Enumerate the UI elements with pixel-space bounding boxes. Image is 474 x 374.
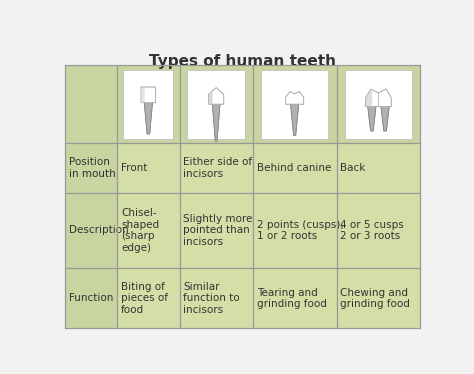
Bar [261,70,328,139]
Bar [345,70,412,139]
Bar [117,65,180,143]
Text: Similar
function to
incisors: Similar function to incisors [183,282,240,315]
Text: Premolar: Premolar [264,98,325,111]
Text: 4 or 5 cusps
2 or 3 roots: 4 or 5 cusps 2 or 3 roots [340,220,404,241]
Bar [123,70,173,139]
Bar [180,65,253,143]
Text: Front: Front [121,163,147,173]
Bar [337,143,420,193]
Text: Chisel-
shaped
(sharp
edge): Chisel- shaped (sharp edge) [121,208,159,253]
Polygon shape [141,87,145,102]
Bar [180,269,253,328]
Bar [65,65,117,143]
Polygon shape [381,105,389,131]
Bar [253,143,337,193]
Polygon shape [144,101,153,134]
Bar [180,193,253,269]
Bar [253,269,337,328]
Polygon shape [366,89,391,107]
Polygon shape [209,88,224,104]
Text: Biting of
pieces of
food: Biting of pieces of food [121,282,168,315]
Polygon shape [141,87,145,102]
Text: Back: Back [340,163,366,173]
Bar [253,193,337,269]
Bar [187,70,246,139]
Polygon shape [368,105,376,131]
Polygon shape [291,102,299,135]
Polygon shape [381,105,389,131]
Bar [117,193,180,269]
Polygon shape [144,101,153,134]
Polygon shape [209,89,212,104]
Text: Molar: Molar [360,98,397,111]
Text: Incisor: Incisor [126,98,171,111]
Bar [65,143,117,193]
Bar [337,269,420,328]
FancyBboxPatch shape [141,87,155,102]
Polygon shape [286,92,304,104]
Polygon shape [212,102,220,141]
Bar [65,269,117,328]
Text: Types of human teeth: Types of human teeth [149,54,337,69]
FancyBboxPatch shape [141,87,155,102]
Bar [117,269,180,328]
Polygon shape [286,92,304,104]
Text: Either side of
incisors: Either side of incisors [183,157,253,179]
Polygon shape [368,105,376,131]
Bar [337,65,420,143]
Bar [253,65,337,143]
Text: Tearing and
grinding food: Tearing and grinding food [256,288,327,309]
Text: 2 points (cusps),
1 or 2 roots: 2 points (cusps), 1 or 2 roots [256,220,343,241]
Text: Chewing and
grinding food: Chewing and grinding food [340,288,410,309]
Polygon shape [366,89,372,107]
Text: Behind canine: Behind canine [256,163,331,173]
Polygon shape [209,89,212,104]
Text: Slightly more
pointed than
incisors: Slightly more pointed than incisors [183,214,253,247]
Text: Position
in mouth: Position in mouth [69,157,116,179]
Polygon shape [212,102,220,141]
Bar [65,193,117,269]
Text: Canine: Canine [193,98,239,111]
Polygon shape [366,89,372,107]
Polygon shape [209,88,224,104]
Text: Function: Function [69,293,114,303]
Bar [337,193,420,269]
Polygon shape [291,102,299,135]
Bar [180,143,253,193]
Bar [117,143,180,193]
Text: Description: Description [69,226,129,236]
Polygon shape [366,89,391,107]
